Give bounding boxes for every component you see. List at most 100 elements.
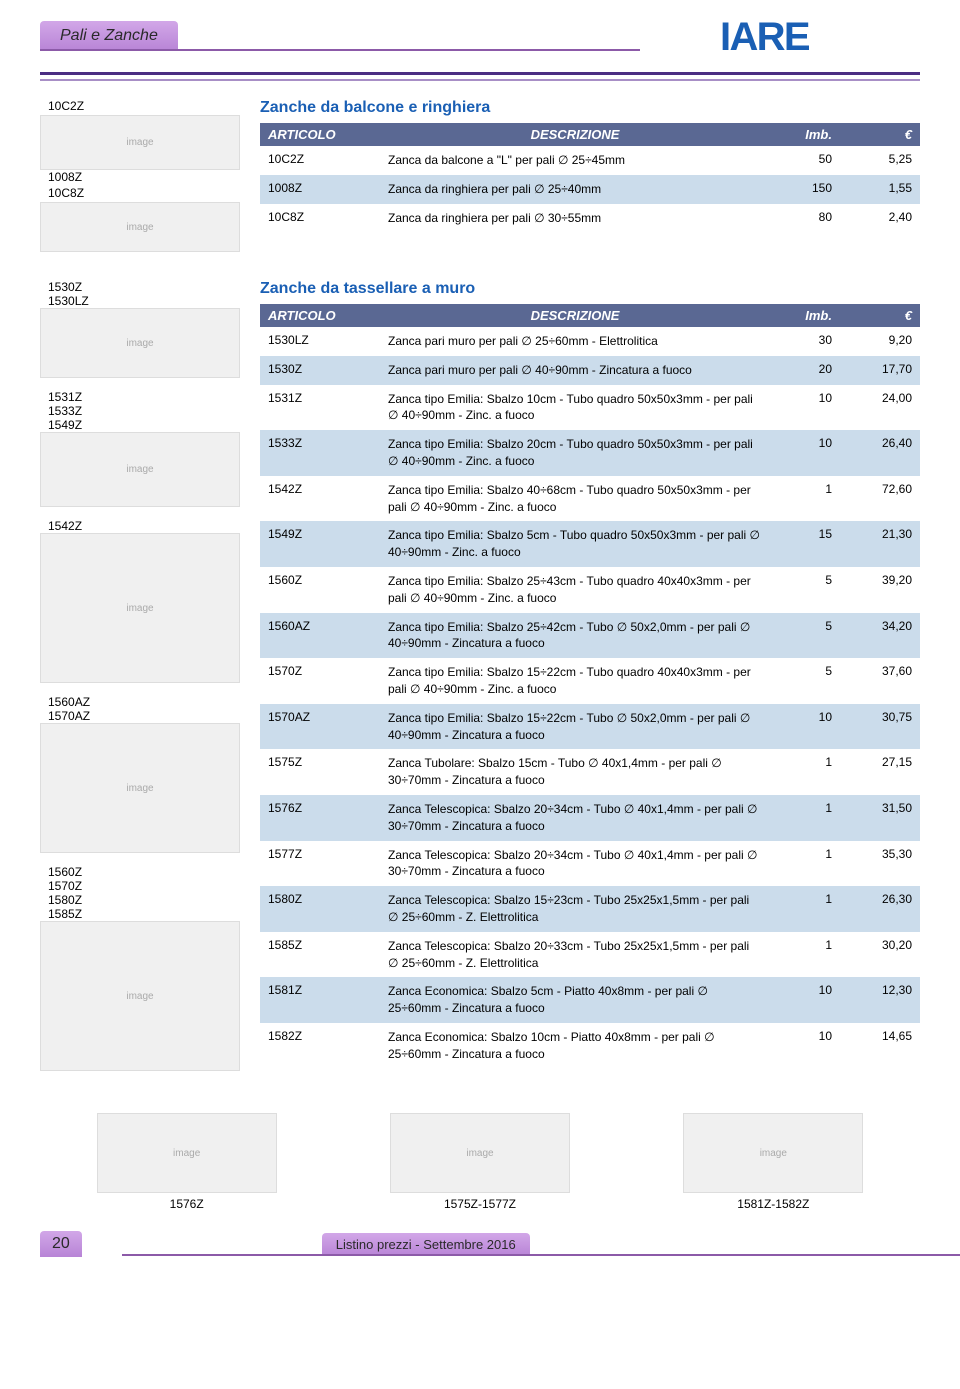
cell-imb: 5 bbox=[770, 567, 840, 613]
page-content: 10C2Z image 1008Z 10C8Z image Zanche da … bbox=[0, 99, 960, 1083]
cell-imb: 10 bbox=[770, 704, 840, 750]
cell-articolo: 1530LZ bbox=[260, 327, 380, 356]
brand-logo: IARE bbox=[720, 14, 920, 58]
cell-articolo: 1570AZ bbox=[260, 704, 380, 750]
cell-imb: 20 bbox=[770, 356, 840, 385]
table-row: 1549ZZanca tipo Emilia: Sbalzo 5cm - Tub… bbox=[260, 521, 920, 567]
cell-articolo: 1531Z bbox=[260, 385, 380, 431]
img-label: 1570AZ bbox=[48, 709, 240, 723]
cell-imb: 10 bbox=[770, 1023, 840, 1069]
footer-line bbox=[122, 1254, 960, 1256]
cell-imb: 10 bbox=[770, 977, 840, 1023]
image-block: 1530Z1530LZimage bbox=[40, 280, 240, 378]
footer-line-wrap: Listino prezzi - Settembre 2016 bbox=[122, 1233, 960, 1256]
footer-text: Listino prezzi - Settembre 2016 bbox=[322, 1233, 530, 1256]
cell-euro: 14,65 bbox=[840, 1023, 920, 1069]
table-row: 1585ZZanca Telescopica: Sbalzo 20÷33cm -… bbox=[260, 932, 920, 978]
th-euro: € bbox=[840, 304, 920, 327]
img-label: 1533Z bbox=[48, 404, 240, 418]
cell-euro: 9,20 bbox=[840, 327, 920, 356]
product-image: image bbox=[40, 308, 240, 378]
cell-articolo: 1533Z bbox=[260, 430, 380, 476]
cell-euro: 5,25 bbox=[840, 146, 920, 175]
cell-euro: 39,20 bbox=[840, 567, 920, 613]
img-label: 1530LZ bbox=[48, 294, 240, 308]
table-row: 1008ZZanca da ringhiera per pali ∅ 25÷40… bbox=[260, 175, 920, 204]
table-row: 1570ZZanca tipo Emilia: Sbalzo 15÷22cm -… bbox=[260, 658, 920, 704]
cell-euro: 2,40 bbox=[840, 204, 920, 233]
bottom-image-block: image 1575Z-1577Z bbox=[390, 1113, 570, 1211]
product-image: image bbox=[390, 1113, 570, 1193]
img-label: 1581Z-1582Z bbox=[683, 1197, 863, 1211]
cell-descrizione: Zanca tipo Emilia: Sbalzo 25÷42cm - Tubo… bbox=[380, 613, 770, 659]
th-articolo: ARTICOLO bbox=[260, 123, 380, 146]
cell-descrizione: Zanca Tubolare: Sbalzo 15cm - Tubo ∅ 40x… bbox=[380, 749, 770, 795]
cell-descrizione: Zanca pari muro per pali ∅ 25÷60mm - Ele… bbox=[380, 327, 770, 356]
product-image: image bbox=[40, 723, 240, 853]
cell-articolo: 1542Z bbox=[260, 476, 380, 522]
section1-left-images: 10C2Z image 1008Z 10C8Z image bbox=[40, 99, 240, 252]
cell-euro: 34,20 bbox=[840, 613, 920, 659]
bottom-images-row: image1576Z image 1575Z-1577Zimage 1581Z-158… bbox=[40, 1113, 920, 1211]
cell-descrizione: Zanca tipo Emilia: Sbalzo 15÷22cm - Tubo… bbox=[380, 704, 770, 750]
cell-euro: 31,50 bbox=[840, 795, 920, 841]
cell-descrizione: Zanca da ringhiera per pali ∅ 25÷40mm bbox=[380, 175, 770, 204]
img-label: 1580Z bbox=[48, 893, 240, 907]
cell-descrizione: Zanca tipo Emilia: Sbalzo 25÷43cm - Tubo… bbox=[380, 567, 770, 613]
cell-articolo: 10C8Z bbox=[260, 204, 380, 233]
img-label: 1560Z bbox=[48, 865, 240, 879]
bottom-image-block: image1576Z bbox=[97, 1113, 277, 1211]
img-label: 1575Z-1577Z bbox=[390, 1197, 570, 1211]
img-label: 1549Z bbox=[48, 418, 240, 432]
cell-imb: 1 bbox=[770, 476, 840, 522]
cell-euro: 24,00 bbox=[840, 385, 920, 431]
table-header: ARTICOLO DESCRIZIONE Imb. € bbox=[260, 123, 920, 146]
cell-euro: 35,30 bbox=[840, 841, 920, 887]
table-row: 1576ZZanca Telescopica: Sbalzo 20÷34cm -… bbox=[260, 795, 920, 841]
cell-articolo: 1575Z bbox=[260, 749, 380, 795]
image-block: 1531Z1533Z1549Zimage bbox=[40, 390, 240, 507]
section2-table: Zanche da tassellare a muro ARTICOLO DES… bbox=[260, 280, 920, 1083]
product-image: image bbox=[40, 921, 240, 1071]
cell-euro: 27,15 bbox=[840, 749, 920, 795]
section1-title: Zanche da balcone e ringhiera bbox=[260, 99, 920, 117]
img-label: 1531Z bbox=[48, 390, 240, 404]
page-footer: 20 Listino prezzi - Settembre 2016 bbox=[40, 1231, 960, 1257]
cell-articolo: 1549Z bbox=[260, 521, 380, 567]
table-row: 1542ZZanca tipo Emilia: Sbalzo 40÷68cm -… bbox=[260, 476, 920, 522]
table-row: 1530LZZanca pari muro per pali ∅ 25÷60mm… bbox=[260, 327, 920, 356]
table-row: 1533ZZanca tipo Emilia: Sbalzo 20cm - Tu… bbox=[260, 430, 920, 476]
cell-imb: 80 bbox=[770, 204, 840, 233]
cell-articolo: 10C2Z bbox=[260, 146, 380, 175]
section2-title: Zanche da tassellare a muro bbox=[260, 280, 920, 298]
img-label: 1560AZ bbox=[48, 695, 240, 709]
cell-descrizione: Zanca pari muro per pali ∅ 40÷90mm - Zin… bbox=[380, 356, 770, 385]
cell-euro: 17,70 bbox=[840, 356, 920, 385]
cell-euro: 26,30 bbox=[840, 886, 920, 932]
cell-articolo: 1560AZ bbox=[260, 613, 380, 659]
table-row: 1582ZZanca Economica: Sbalzo 10cm - Piat… bbox=[260, 1023, 920, 1069]
section2-left-images: 1530Z1530LZimage1531Z1533Z1549Zimage1542… bbox=[40, 280, 240, 1083]
cell-imb: 1 bbox=[770, 932, 840, 978]
image-block: 1560AZ1570AZimage bbox=[40, 695, 240, 853]
cell-imb: 1 bbox=[770, 886, 840, 932]
table-row: 1580ZZanca Telescopica: Sbalzo 15÷23cm -… bbox=[260, 886, 920, 932]
table-header: ARTICOLO DESCRIZIONE Imb. € bbox=[260, 304, 920, 327]
cell-descrizione: Zanca da balcone a "L" per pali ∅ 25÷45m… bbox=[380, 146, 770, 175]
logo-text: IARE bbox=[720, 15, 810, 58]
th-descrizione: DESCRIZIONE bbox=[380, 123, 770, 146]
cell-articolo: 1530Z bbox=[260, 356, 380, 385]
cell-euro: 21,30 bbox=[840, 521, 920, 567]
image-block: 1560Z1570Z1580Z1585Zimage bbox=[40, 865, 240, 1071]
cell-euro: 30,75 bbox=[840, 704, 920, 750]
section1-table: Zanche da balcone e ringhiera ARTICOLO D… bbox=[260, 99, 920, 252]
cell-imb: 1 bbox=[770, 749, 840, 795]
cell-imb: 5 bbox=[770, 658, 840, 704]
cell-articolo: 1585Z bbox=[260, 932, 380, 978]
header-line-2 bbox=[40, 79, 920, 81]
th-imb: Imb. bbox=[770, 304, 840, 327]
cell-descrizione: Zanca Telescopica: Sbalzo 20÷34cm - Tubo… bbox=[380, 795, 770, 841]
page-header: Pali e Zanche IARE bbox=[0, 0, 960, 72]
cell-imb: 10 bbox=[770, 385, 840, 431]
cell-descrizione: Zanca Telescopica: Sbalzo 15÷23cm - Tubo… bbox=[380, 886, 770, 932]
